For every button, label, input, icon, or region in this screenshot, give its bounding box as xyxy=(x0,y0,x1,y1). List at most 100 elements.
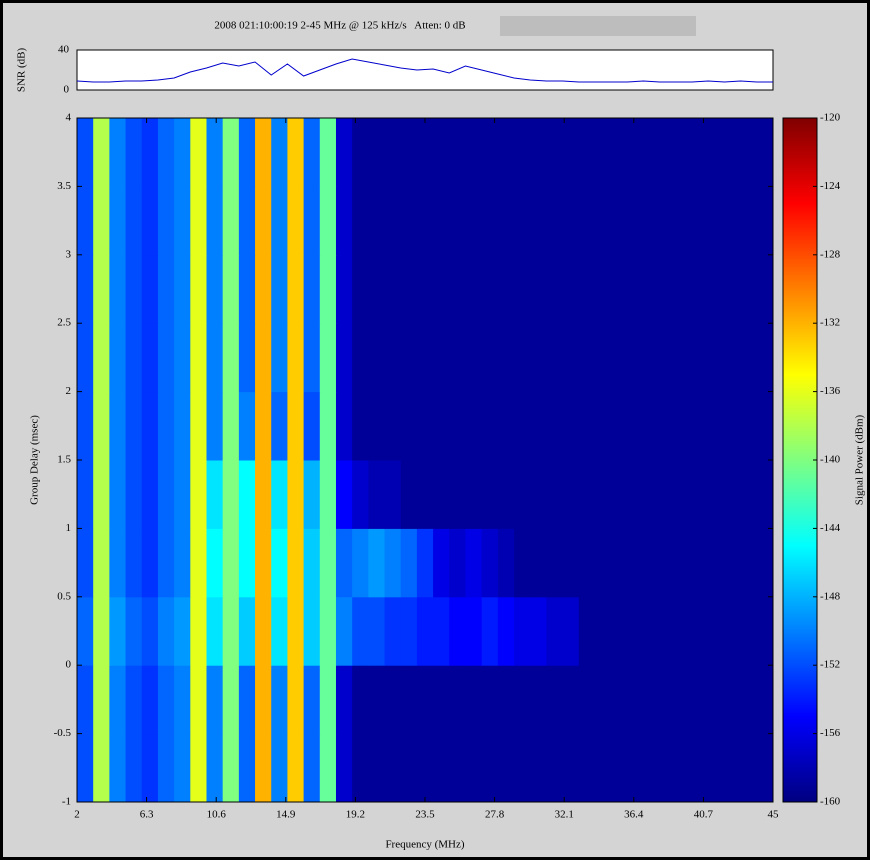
heatmap-cell xyxy=(109,460,127,529)
heatmap-cell xyxy=(93,323,110,393)
heatmap-cell xyxy=(675,460,693,529)
heatmap-cell xyxy=(611,460,628,529)
heatmap-cell xyxy=(384,733,402,803)
heatmap-cell xyxy=(546,528,564,598)
heatmap-cell xyxy=(384,460,402,529)
heatmap-cell xyxy=(335,528,353,598)
heatmap-cell xyxy=(271,391,288,461)
heatmap-cell xyxy=(449,118,466,187)
heatmap-cell xyxy=(157,186,175,256)
heatmap-cell xyxy=(319,528,337,598)
heatmap-cell xyxy=(335,323,353,393)
heatmap-cell xyxy=(449,528,466,598)
heatmap-cell xyxy=(174,118,191,187)
heatmap-cell xyxy=(368,186,386,256)
heatmap-cell xyxy=(530,118,547,187)
colorbar-label: Signal Power (dBm) xyxy=(854,414,866,505)
heatmap-cell xyxy=(319,733,337,803)
heatmap-cell xyxy=(514,391,531,461)
heatmap-cell xyxy=(594,391,612,461)
heatmap-cell xyxy=(692,391,709,461)
heatmap-cell xyxy=(627,733,645,803)
heatmap-cell xyxy=(530,460,547,529)
heatmap-cell xyxy=(708,391,725,461)
x-tick-label: 36.4 xyxy=(624,809,644,821)
heatmap-cell xyxy=(125,254,143,324)
heatmap-cell xyxy=(756,665,774,735)
heatmap-cell xyxy=(627,118,645,187)
heatmap-cell xyxy=(659,596,677,666)
y-axis-label: Group Delay (msec) xyxy=(29,415,41,505)
heatmap-cell xyxy=(449,460,466,529)
heatmap-cell xyxy=(400,460,418,529)
heatmap-cell xyxy=(578,596,596,666)
heatmap-cell xyxy=(190,391,207,461)
heatmap-cell xyxy=(93,186,110,256)
heatmap-cell xyxy=(578,665,596,735)
heatmap-cell xyxy=(368,665,386,735)
heatmap-cell xyxy=(611,254,628,324)
heatmap-cell xyxy=(287,323,305,393)
heatmap-cell xyxy=(465,460,483,529)
heatmap-cell xyxy=(77,118,94,187)
heatmap-cell xyxy=(93,391,110,461)
colorbar-tick-label: -148 xyxy=(820,590,841,602)
heatmap-cell xyxy=(125,596,143,666)
heatmap-cell xyxy=(675,596,693,666)
heatmap-cell xyxy=(190,528,207,598)
heatmap-cell xyxy=(756,186,774,256)
heatmap-cell xyxy=(222,665,240,735)
heatmap-cell xyxy=(708,118,725,187)
heatmap-cell xyxy=(756,460,774,529)
heatmap-cell xyxy=(77,391,94,461)
heatmap-cell xyxy=(271,665,288,735)
heatmap-cell xyxy=(93,460,110,529)
heatmap-cell xyxy=(303,733,321,803)
heatmap-cell xyxy=(514,460,531,529)
heatmap-cell xyxy=(109,528,127,598)
heatmap-cell xyxy=(756,323,774,393)
heatmap-cell xyxy=(643,391,661,461)
heatmap-cell xyxy=(206,528,224,598)
heatmap-cell xyxy=(740,254,758,324)
heatmap-cell xyxy=(627,186,645,256)
heatmap-cell xyxy=(481,254,499,324)
heatmap-cell xyxy=(724,665,742,735)
heatmap-cell xyxy=(222,186,240,256)
colorbar-tick-label: -136 xyxy=(820,385,841,397)
heatmap-cell xyxy=(659,323,677,393)
heatmap-cell xyxy=(416,118,434,187)
heatmap-cell xyxy=(319,391,337,461)
heatmap-cell xyxy=(303,528,321,598)
heatmap-cell xyxy=(416,186,434,256)
heatmap-cell xyxy=(497,118,515,187)
heatmap-cell xyxy=(594,665,612,735)
heatmap-cell xyxy=(514,254,531,324)
heatmap-cell xyxy=(238,528,256,598)
heatmap-cell xyxy=(449,733,466,803)
heatmap-cell xyxy=(77,528,94,598)
heatmap-cell xyxy=(93,596,110,666)
heatmap-cell xyxy=(141,254,159,324)
heatmap-cell xyxy=(141,323,159,393)
heatmap-cell xyxy=(675,665,693,735)
heatmap-cell xyxy=(271,733,288,803)
heatmap-cell xyxy=(335,254,353,324)
heatmap-cell xyxy=(271,460,288,529)
heatmap-cell xyxy=(335,460,353,529)
heatmap-cell xyxy=(352,118,369,187)
heatmap-cell xyxy=(675,733,693,803)
heatmap-cell xyxy=(190,665,207,735)
heatmap-cell xyxy=(352,596,369,666)
heatmap-cell xyxy=(611,665,628,735)
heatmap-cell xyxy=(77,186,94,256)
heatmap-cell xyxy=(93,665,110,735)
heatmap-cell xyxy=(594,528,612,598)
heatmap-cell xyxy=(255,665,272,735)
heatmap-cell xyxy=(578,186,596,256)
heatmap-cell xyxy=(627,596,645,666)
heatmap-cell xyxy=(465,118,483,187)
heatmap-cell xyxy=(174,254,191,324)
heatmap-cell xyxy=(708,528,725,598)
